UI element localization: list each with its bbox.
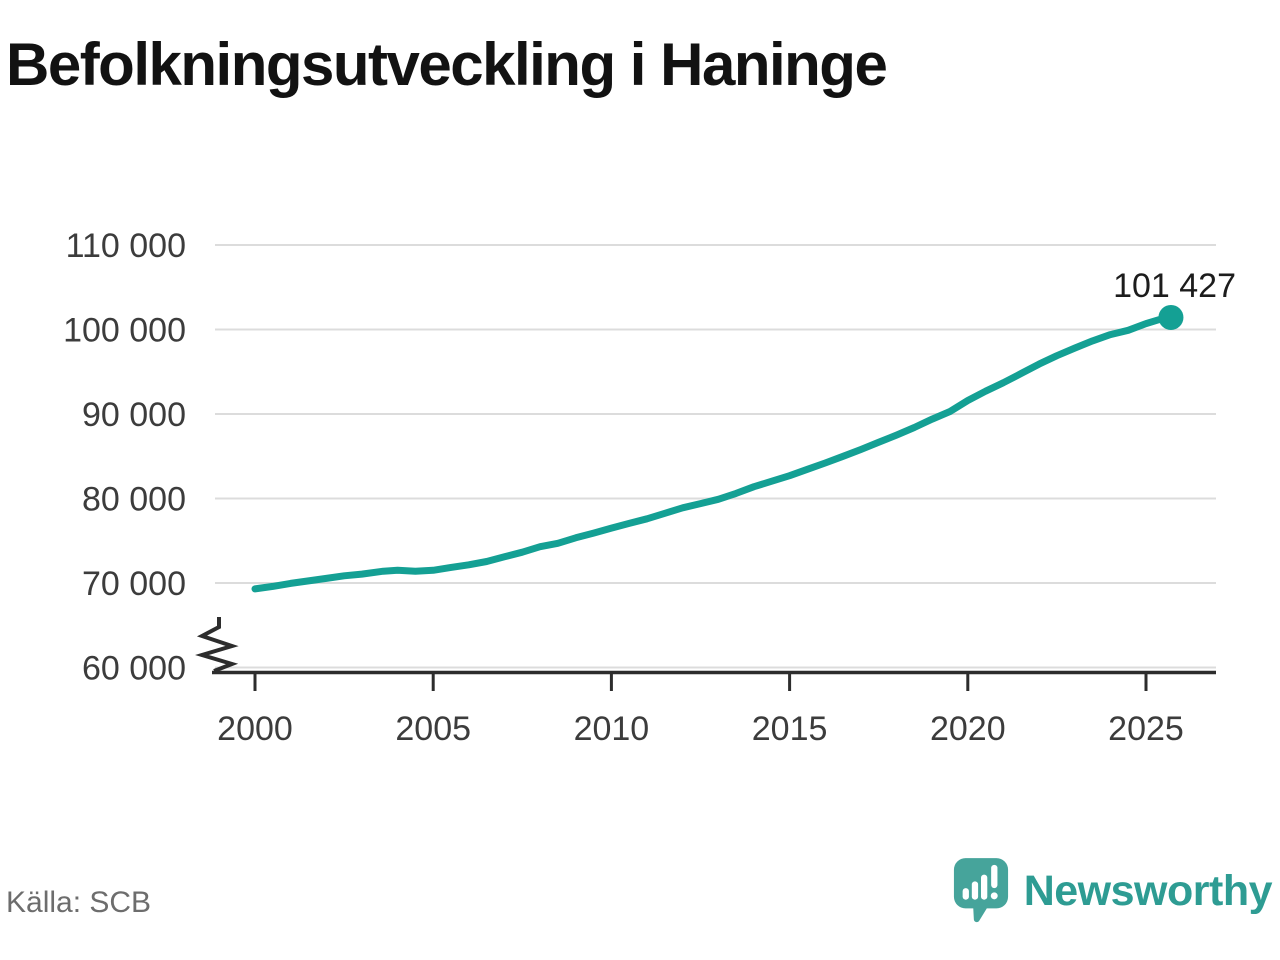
exclamation-dot: [990, 892, 998, 900]
y-tick-label: 100 000: [63, 312, 186, 350]
y-tick-label: 80 000: [82, 481, 186, 519]
x-tick-label: 2010: [574, 710, 650, 748]
y-tick-label: 110 000: [66, 227, 186, 265]
axis-break-icon: [195, 617, 239, 673]
source-label: Källa: SCB: [6, 886, 152, 919]
population-line: [251, 313, 1175, 593]
x-tick-label: 2005: [395, 710, 471, 748]
latest-value-label: 101 427: [1113, 267, 1236, 305]
newsworthy-logo-icon: [953, 858, 1008, 923]
x-tick-label: 2020: [930, 710, 1006, 748]
newsworthy-brand: Newsworthy: [952, 856, 1273, 926]
y-tick-label: 90 000: [82, 396, 186, 434]
x-tick-label: 2015: [752, 710, 828, 748]
y-tick-label: 70 000: [82, 565, 186, 603]
chart-title: Befolkningsutveckling i Haninge: [6, 31, 888, 98]
x-tick-label: 2025: [1108, 710, 1184, 748]
y-tick-label: 60 000: [82, 650, 186, 688]
bar-tall: [980, 874, 988, 900]
x-tick-label: 2000: [217, 710, 293, 748]
bar-medium: [971, 881, 978, 900]
newsworthy-wordmark: Newsworthy: [1023, 866, 1273, 915]
bar-small: [962, 888, 969, 900]
latest-point-marker: [1158, 304, 1184, 330]
exclamation-bar: [990, 864, 998, 889]
